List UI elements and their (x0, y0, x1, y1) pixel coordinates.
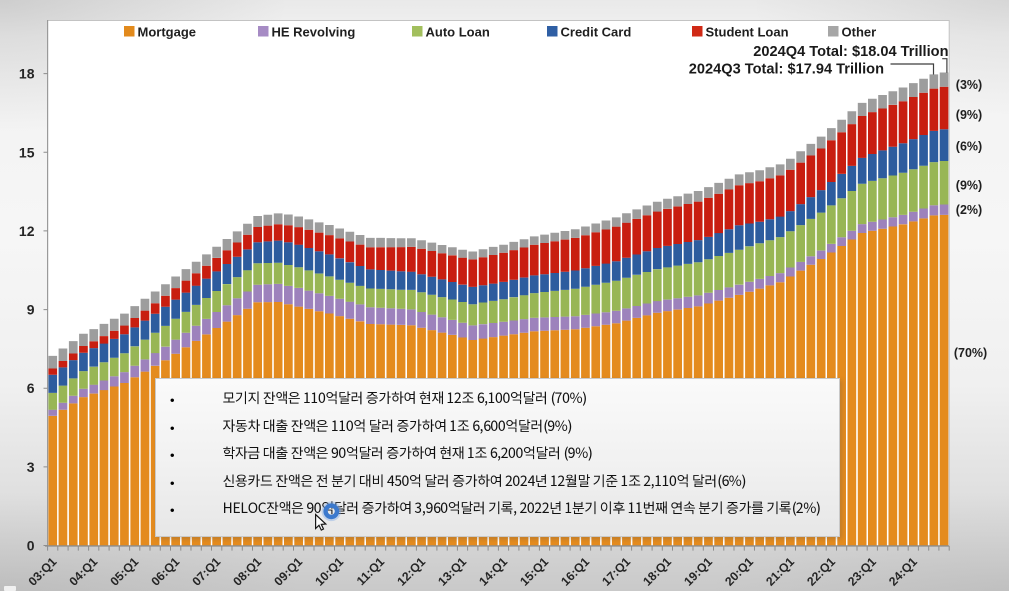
svg-text:19:Q1: 19:Q1 (681, 555, 715, 589)
svg-text:09:Q1: 09:Q1 (271, 555, 305, 589)
svg-text:23:Q1: 23:Q1 (845, 555, 879, 589)
svg-text:15:Q1: 15:Q1 (517, 555, 551, 589)
svg-text:HE Revolving: HE Revolving (272, 25, 356, 40)
svg-text:21:Q1: 21:Q1 (763, 555, 797, 589)
svg-text:12:Q1: 12:Q1 (394, 555, 428, 589)
svg-text:10:Q1: 10:Q1 (312, 555, 346, 589)
svg-text:2024Q4 Total: $18.04 Trillion: 2024Q4 Total: $18.04 Trillion (753, 44, 948, 60)
svg-text:18: 18 (19, 66, 35, 82)
svg-text:13:Q1: 13:Q1 (435, 555, 469, 589)
svg-text:11:Q1: 11:Q1 (354, 555, 388, 589)
svg-text:(2%): (2%) (956, 203, 982, 217)
svg-text:6: 6 (27, 380, 35, 396)
svg-text:3: 3 (27, 459, 35, 475)
svg-text:20:Q1: 20:Q1 (722, 555, 756, 589)
svg-text:04:Q1: 04:Q1 (66, 555, 100, 589)
svg-text:17:Q1: 17:Q1 (599, 555, 633, 589)
svg-text:Mortgage: Mortgage (138, 25, 197, 40)
svg-text:(70%): (70%) (954, 346, 987, 360)
svg-text:07:Q1: 07:Q1 (189, 555, 223, 589)
svg-text:2024Q3 Total: $17.94 Trillion: 2024Q3 Total: $17.94 Trillion (689, 62, 884, 78)
svg-text:0: 0 (27, 538, 35, 554)
svg-text:18:Q1: 18:Q1 (640, 555, 674, 589)
svg-text:Student Loan: Student Loan (706, 25, 789, 40)
svg-text:Auto Loan: Auto Loan (426, 25, 490, 40)
svg-text:(9%): (9%) (956, 108, 982, 122)
svg-text:15: 15 (19, 144, 35, 160)
svg-text:(3%): (3%) (956, 78, 982, 92)
svg-text:24:Q1: 24:Q1 (886, 555, 920, 589)
svg-text:(6%): (6%) (956, 140, 982, 154)
svg-text:9: 9 (27, 302, 35, 318)
svg-text:06:Q1: 06:Q1 (148, 555, 182, 589)
svg-text:12: 12 (19, 223, 35, 239)
svg-text:14:Q1: 14:Q1 (476, 555, 510, 589)
svg-text:08:Q1: 08:Q1 (230, 555, 264, 589)
svg-text:Other: Other (842, 25, 877, 40)
svg-text:(9%): (9%) (956, 179, 982, 193)
svg-text:05:Q1: 05:Q1 (107, 555, 141, 589)
svg-text:Credit Card: Credit Card (561, 25, 632, 40)
svg-text:03:Q1: 03:Q1 (26, 555, 60, 589)
svg-text:22:Q1: 22:Q1 (804, 555, 838, 589)
svg-text:16:Q1: 16:Q1 (558, 555, 592, 589)
